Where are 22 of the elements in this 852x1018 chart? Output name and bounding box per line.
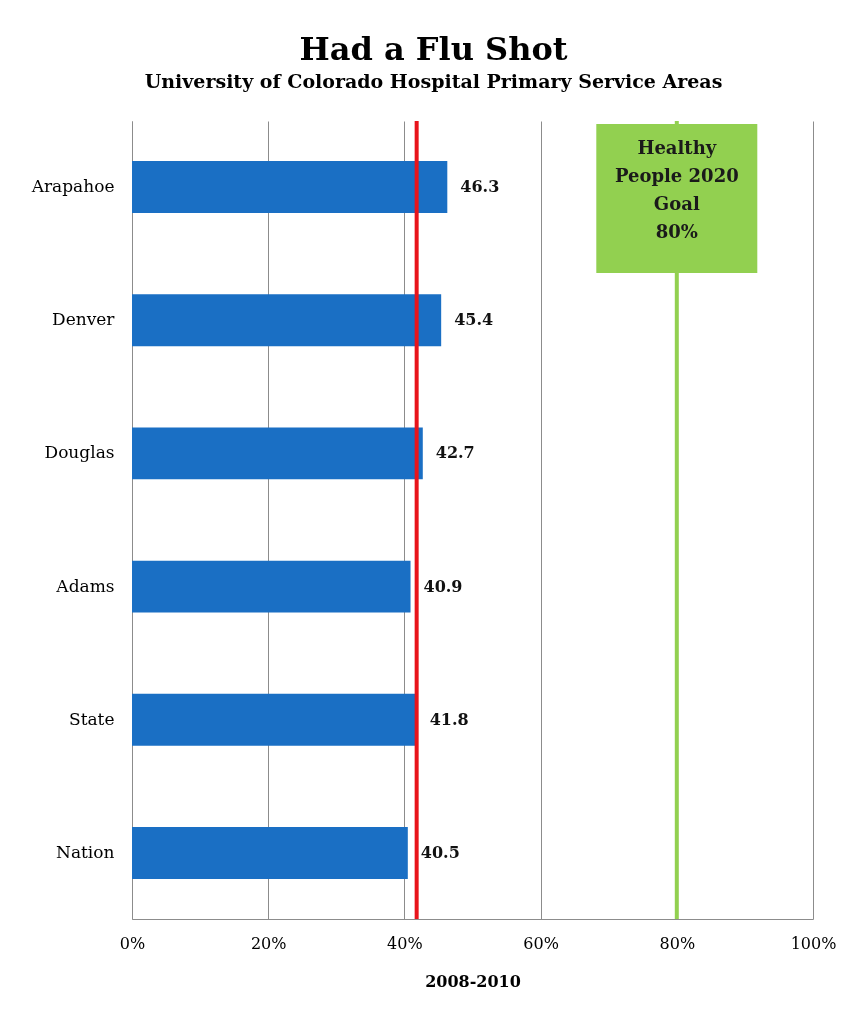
data-label: 42.7 bbox=[435, 443, 475, 463]
x-tick-label: 40% bbox=[387, 933, 423, 953]
y-tick-label: Nation bbox=[56, 842, 115, 863]
x-tick-label: 20% bbox=[250, 933, 287, 953]
chart-subtitle: University of Colorado Hospital Primary Service Areas bbox=[144, 70, 723, 92]
x-tick-label: 0% bbox=[119, 933, 146, 953]
data-label: 40.5 bbox=[420, 843, 460, 863]
data-label: 40.9 bbox=[423, 576, 463, 596]
chart-title: Had a Flu Shot bbox=[299, 30, 568, 68]
y-tick-label: Denver bbox=[52, 309, 116, 330]
data-label: 45.4 bbox=[454, 310, 494, 330]
x-tick-label: 60% bbox=[523, 933, 559, 953]
x-axis-title: 2008-2010 bbox=[425, 971, 521, 991]
y-tick-label: Douglas bbox=[44, 442, 115, 463]
data-label: 46.3 bbox=[460, 176, 500, 196]
x-tick-label: 80% bbox=[659, 933, 696, 953]
y-tick-label: Adams bbox=[55, 575, 115, 596]
ref-line-label: Healthy People 2020 Goal 80% bbox=[614, 137, 739, 242]
y-tick-label: Arapahoe bbox=[30, 175, 115, 196]
data-label: 41.8 bbox=[429, 709, 469, 729]
x-tick-label: 100% bbox=[790, 933, 837, 953]
y-tick-label: State bbox=[68, 708, 115, 729]
